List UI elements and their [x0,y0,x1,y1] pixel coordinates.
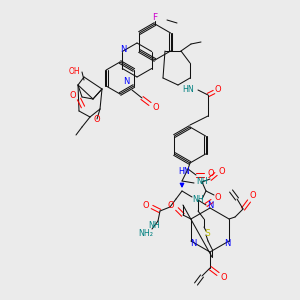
Text: N: N [123,77,129,86]
Text: O: O [94,115,100,124]
Text: O: O [215,85,221,94]
Text: O: O [208,169,214,178]
Text: HN: HN [182,85,194,94]
Text: O: O [153,103,159,112]
Text: O: O [168,200,174,209]
Text: N: N [190,238,196,247]
Text: OH: OH [68,68,80,76]
Text: NH₂: NH₂ [139,229,154,238]
Text: NH: NH [148,220,160,230]
Text: O: O [143,200,149,209]
Text: O: O [70,91,76,100]
Text: N: N [120,46,126,55]
Text: HN: HN [178,167,190,176]
Text: O: O [250,190,256,200]
Text: NH: NH [192,196,204,205]
Text: N: N [207,202,213,211]
Text: O: O [221,272,227,281]
Text: NH: NH [196,178,208,187]
Text: N: N [224,238,230,247]
Text: O: O [215,193,221,202]
Text: F: F [152,14,158,22]
Text: S: S [204,229,210,238]
Text: O: O [219,167,225,176]
